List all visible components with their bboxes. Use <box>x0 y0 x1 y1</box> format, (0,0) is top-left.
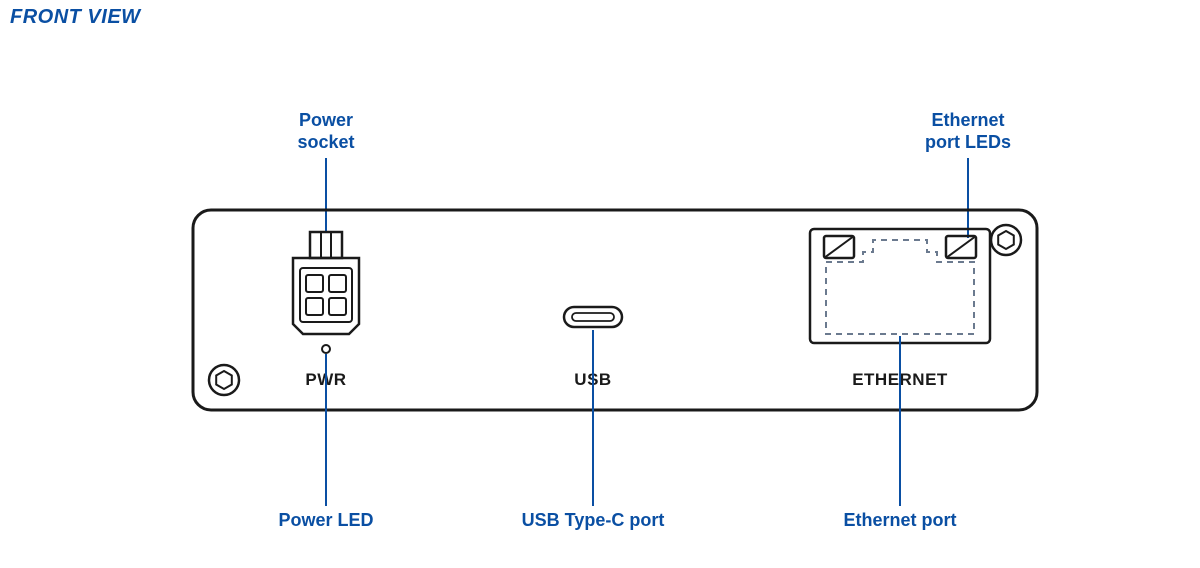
device-front-panel <box>0 0 1200 568</box>
power-socket-icon <box>293 232 359 334</box>
leader-ethernet-port <box>899 336 901 506</box>
callout-ethernet-port: Ethernet port <box>820 510 980 532</box>
callout-usb-port: USB Type-C port <box>503 510 683 532</box>
power-led-icon <box>322 345 330 353</box>
screw-right <box>991 225 1021 255</box>
leader-power-led <box>325 354 327 506</box>
ethernet-icon <box>810 229 990 343</box>
callout-power-led: Power LED <box>266 510 386 532</box>
leader-usb-port <box>592 330 594 506</box>
screw-left <box>209 365 239 395</box>
usb-c-icon <box>564 307 622 327</box>
